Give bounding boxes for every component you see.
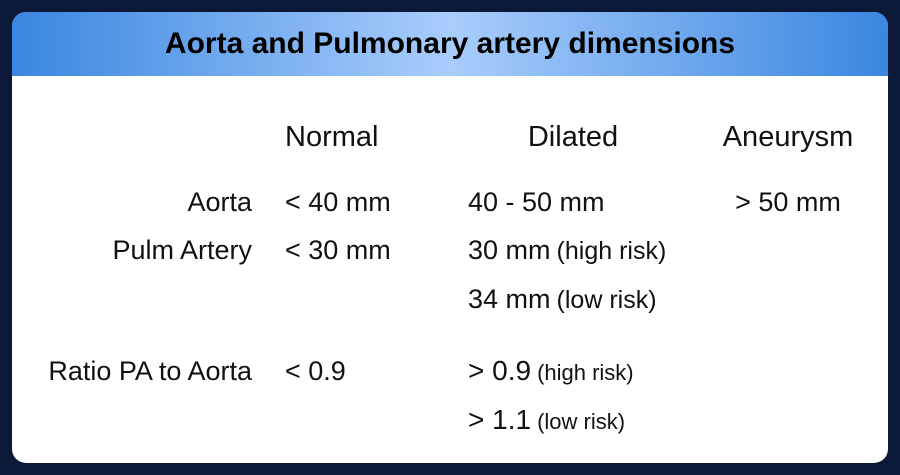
row-label: Aorta: [187, 187, 252, 217]
value-text: 34 mm: [468, 284, 551, 314]
dilated-value: > 0.9 (high risk): [468, 354, 634, 388]
value-note: (high risk): [537, 360, 634, 385]
dilated-value: 40 - 50 mm: [468, 187, 605, 217]
value-note: (low risk): [556, 286, 657, 314]
normal-value: < 30 mm: [285, 235, 391, 265]
panel: Aorta and Pulmonary artery dimensions No…: [12, 12, 888, 463]
value-note: (low risk): [537, 409, 626, 434]
dilated-value: 34 mm (low risk): [468, 282, 657, 316]
value-text: > 0.9: [468, 355, 532, 386]
title: Aorta and Pulmonary artery dimensions: [164, 27, 736, 60]
dilated-value: > 1.1 (low risk): [468, 403, 625, 437]
normal-value: < 0.9: [285, 356, 346, 386]
row-label: Pulm Artery: [112, 235, 252, 265]
normal-value: < 40 mm: [285, 187, 391, 217]
column-header: Aneurysm: [722, 121, 854, 153]
header-bar: [12, 12, 888, 76]
dilated-value: 30 mm (high risk): [468, 233, 666, 267]
aneurysm-value: > 50 mm: [735, 187, 841, 217]
value-text: 30 mm: [468, 235, 551, 265]
column-header: Normal: [285, 121, 379, 153]
column-header: Dilated: [527, 121, 619, 153]
value-text: > 1.1: [468, 404, 532, 435]
value-note: (high risk): [556, 237, 667, 265]
row-label: Ratio PA to Aorta: [48, 356, 252, 386]
